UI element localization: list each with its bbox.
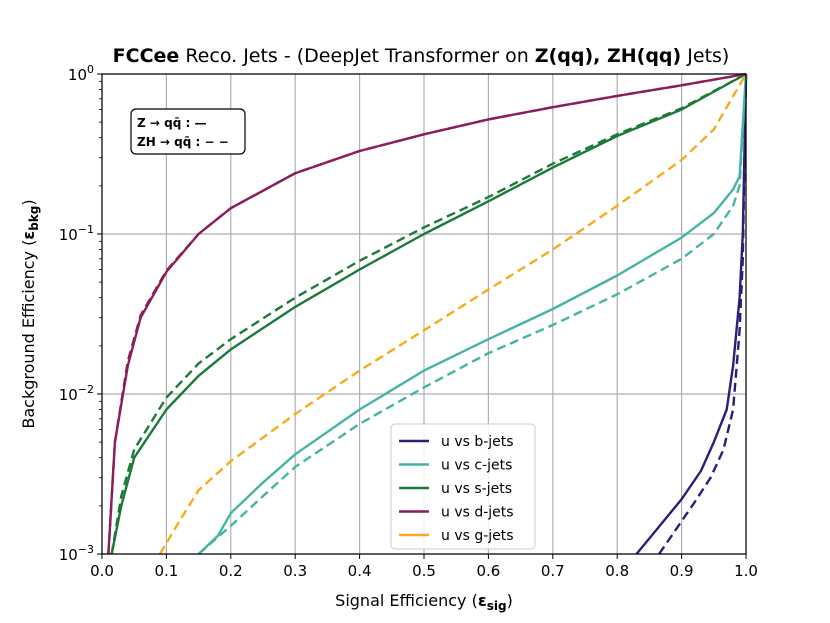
annotation-line-1: Z → qq̄ : — [137,116,206,130]
legend-label: u vs c-jets [441,458,512,474]
x-tick-label: 0.5 [412,562,436,580]
annotation-line-2: ZH → qq̄ : − − [137,135,229,149]
x-label-main: Signal Efficiency ( [335,591,478,610]
legend-label: u vs b-jets [441,434,514,450]
x-tick-label: 0.0 [90,562,114,580]
curve-5-zh-qq [158,73,748,555]
legend-box [390,423,536,550]
x-tick-label: 0.1 [154,562,178,580]
legend-items: u vs b-jets u vs c-jets u vs s-jets u vs d-… [399,434,514,544]
curve-3-zh-qq [110,72,747,555]
y-axis-ticks: 10−3 10−2 10−1 100 [59,63,102,564]
y-tick-label: 10−3 [59,543,94,564]
x-axis-ticks: 0.0 0.1 0.2 0.3 0.4 0.5 0.6 0.7 0.8 0.9 1.0 [90,554,758,580]
legend-label: u vs s-jets [441,481,512,497]
x-tick-label: 0.4 [348,562,372,580]
legend-label: u vs d-jets [441,505,514,521]
title-part-1: FCCee [113,45,180,67]
y-axis-label: Background Efficiency (εbkg) [19,199,41,428]
chart-title: FCCee Reco. Jets - (DeepJet Transformer … [113,45,730,67]
curve-2-zh-qq [197,73,748,555]
x-tick-label: 1.0 [734,562,758,580]
x-tick-label: 0.6 [476,562,500,580]
legend-label: u vs g-jets [441,528,514,544]
y-label-sub: bkg [27,206,41,231]
curve-1-z-qq [635,73,748,555]
curve-2-z-qq [197,73,748,555]
x-tick-label: 0.2 [219,562,243,580]
process-annotation: Z → qq̄ : — ZH → qq̄ : − − [130,108,246,155]
y-label-main: Background Efficiency ( [19,240,38,429]
curves [107,72,748,555]
x-label-sub: sig [487,599,507,613]
x-tick-label: 0.3 [283,562,307,580]
y-tick-label: 10−2 [59,383,94,404]
legend: u vs b-jets u vs c-jets u vs s-jets u vs d-… [390,423,536,550]
x-label-close: ) [507,591,513,610]
x-label-greek: ε [478,591,487,610]
title-part-3: Z(qq), ZH(qq) [535,45,681,67]
y-tick-label: 10−1 [59,223,94,244]
title-part-2: Reco. Jets - (DeepJet Transformer on [179,45,535,67]
annotation-box [130,108,246,155]
curve-3-z-qq [110,72,747,555]
title-part-4: Jets) [681,45,729,67]
x-tick-label: 0.9 [670,562,694,580]
y-label-greek: ε [19,231,38,240]
x-tick-label: 0.8 [605,562,629,580]
curve-4-zh-qq [107,72,747,555]
y-tick-label: 100 [68,63,94,84]
x-tick-label: 0.7 [541,562,565,580]
y-label-close: ) [19,199,38,205]
x-axis-label: Signal Efficiency (εsig) [335,591,513,613]
